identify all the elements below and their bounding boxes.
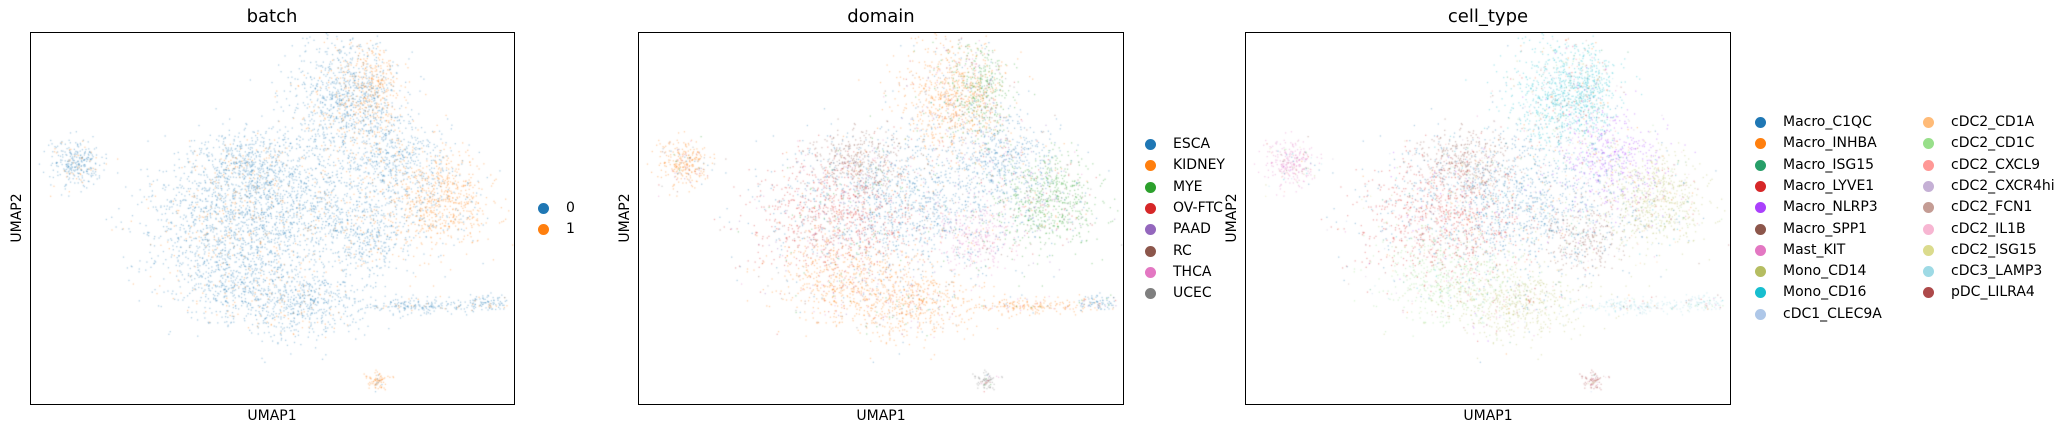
legend-label: PAAD (1173, 221, 1211, 238)
legend-label: MYE (1173, 178, 1203, 195)
legend-marker (1755, 117, 1766, 128)
legend-label: Macro_INHBA (1783, 135, 1877, 152)
legend-marker (1923, 202, 1934, 214)
legend-marker (1755, 223, 1766, 235)
plot-area (638, 32, 1124, 405)
legend-label: Macro_LYVE1 (1783, 177, 1875, 194)
legend-label: cDC2_CXCL9 (1951, 156, 2040, 173)
panel-batch: batch UMAP1 UMAP2 0 1 (0, 0, 600, 431)
legend-label: 0 (566, 200, 575, 216)
legend-label: Mono_CD16 (1783, 284, 1867, 301)
legend-label: Macro_ISG15 (1783, 156, 1875, 173)
legend-marker (538, 224, 549, 235)
scatter-canvas (1246, 33, 1730, 404)
legend-label: cDC3_LAMP3 (1951, 263, 2043, 280)
legend-marker (1145, 245, 1156, 257)
panel-cell-type: cell_type UMAP1 UMAP2 Macro_C1QC Macro_IN… (1224, 0, 2056, 431)
plot-title: batch (246, 6, 298, 27)
legend-marker (1755, 266, 1766, 278)
legend-label: OV-FTC (1173, 199, 1223, 216)
x-axis-label: UMAP1 (856, 408, 906, 424)
x-axis-label: UMAP1 (247, 408, 297, 424)
legend-label: Macro_NLRP3 (1783, 199, 1878, 216)
legend-marker (1145, 139, 1156, 150)
legend-marker (1755, 159, 1766, 171)
legend-marker (1145, 288, 1156, 300)
legend-marker (538, 203, 549, 214)
legend-marker (1145, 202, 1156, 214)
legend-label: ESCA (1173, 136, 1211, 152)
legend-label: pDC_LILRA4 (1951, 284, 2035, 301)
legend-marker (1755, 138, 1766, 150)
legend-marker (1755, 180, 1766, 192)
legend-label: 1 (566, 221, 575, 237)
legend-label: cDC2_CD1C (1951, 135, 2035, 152)
legend-label: cDC1_CLEC9A (1783, 305, 1882, 322)
panel-domain: domain UMAP1 UMAP2 ESCA KIDNEY MYE OV-FTC PA… (600, 0, 1240, 431)
legend-label: UCEC (1173, 285, 1212, 302)
legend-label: cDC2_FCN1 (1951, 199, 2033, 216)
legend-marker (1923, 266, 1934, 278)
legend-label: Mast_KIT (1783, 241, 1846, 258)
legend-marker (1755, 308, 1766, 320)
legend-marker (1923, 159, 1934, 171)
legend-label: RC (1173, 242, 1192, 259)
scatter-canvas (639, 33, 1123, 404)
legend-marker (1145, 224, 1156, 236)
plot-area (30, 32, 515, 405)
y-axis-label: UMAP2 (617, 193, 633, 243)
legend-label: Macro_SPP1 (1783, 220, 1868, 237)
legend-marker (1145, 160, 1156, 172)
legend-marker (1923, 287, 1934, 299)
y-axis-label: UMAP2 (9, 193, 25, 243)
legend-marker (1923, 138, 1934, 150)
legend-label: KIDNEY (1173, 157, 1225, 174)
x-axis-label: UMAP1 (1463, 408, 1513, 424)
legend-label: cDC2_CXCR4hi (1951, 177, 2055, 194)
legend-marker (1923, 180, 1934, 192)
legend-marker (1145, 266, 1156, 278)
plot-title: cell_type (1447, 6, 1529, 27)
legend-marker (1923, 223, 1934, 235)
legend-label: THCA (1173, 263, 1212, 280)
legend-label: cDC2_ISG15 (1951, 241, 2037, 258)
legend-marker (1755, 287, 1766, 299)
plot-title: domain (847, 6, 915, 27)
legend-marker (1755, 244, 1766, 256)
scatter-canvas (31, 33, 514, 404)
legend-label: Mono_CD14 (1783, 263, 1867, 280)
plot-area (1245, 32, 1731, 405)
legend-marker (1145, 181, 1156, 193)
legend-label: cDC2_CD1A (1951, 114, 2035, 130)
y-axis-label: UMAP2 (1224, 193, 1240, 243)
legend-marker (1755, 202, 1766, 214)
legend-label: cDC2_IL1B (1951, 220, 2026, 237)
legend-marker (1923, 117, 1934, 128)
legend-marker (1923, 244, 1934, 256)
legend-label: Macro_C1QC (1783, 114, 1872, 130)
